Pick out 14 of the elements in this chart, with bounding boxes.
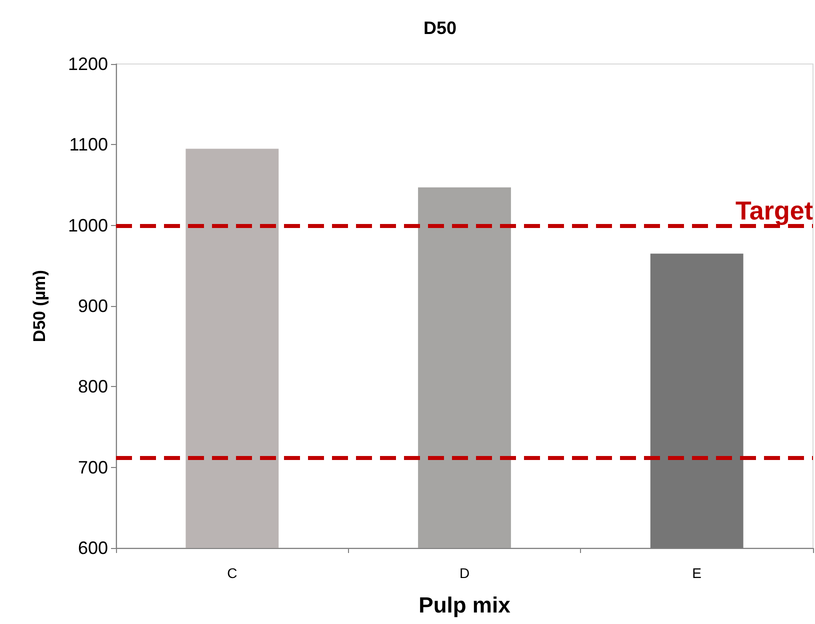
y-tick-label: 1200 xyxy=(68,54,108,74)
y-tick-label: 700 xyxy=(78,457,108,478)
y-axis-title: D50 (µm) xyxy=(30,270,49,342)
y-tick-label: 1000 xyxy=(68,215,108,236)
y-tick-label: 1100 xyxy=(69,134,108,155)
chart-title: D50 xyxy=(423,18,457,38)
x-tick-label: D xyxy=(459,565,470,581)
y-tick-label: 900 xyxy=(78,296,108,316)
y-tick-label: 800 xyxy=(78,376,108,397)
ref-line-label: Target xyxy=(735,195,814,226)
y-tick-label: 600 xyxy=(78,538,108,558)
x-tick-label: C xyxy=(227,565,238,581)
x-tick-label: E xyxy=(692,565,702,581)
x-axis-title: Pulp mix xyxy=(418,592,512,618)
